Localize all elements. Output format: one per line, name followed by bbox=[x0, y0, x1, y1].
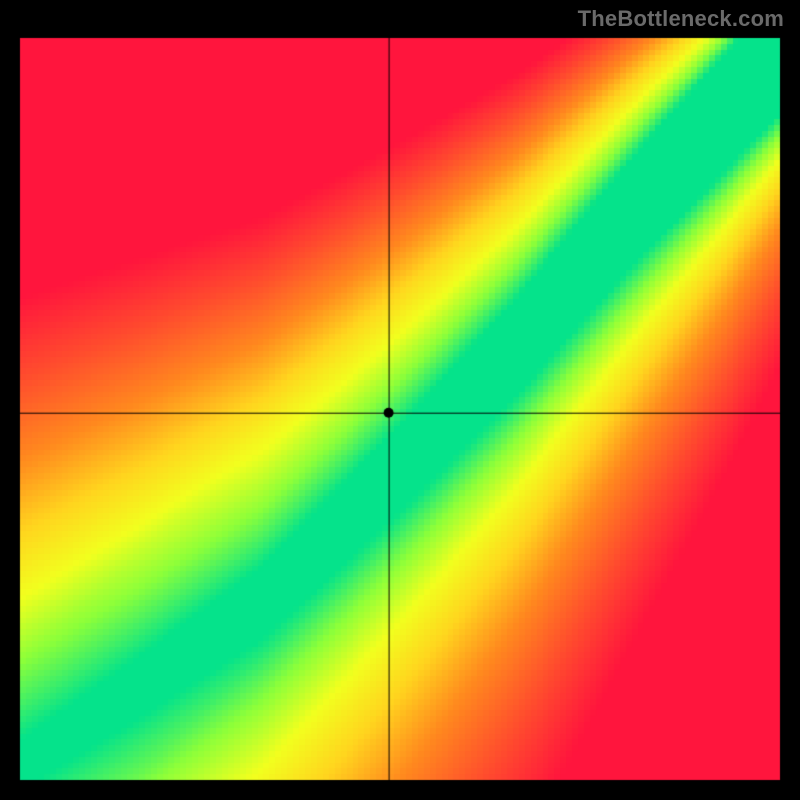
heatmap-canvas bbox=[0, 0, 800, 800]
chart-container: { "meta": { "watermark": "TheBottleneck.… bbox=[0, 0, 800, 800]
watermark-text: TheBottleneck.com bbox=[578, 6, 784, 32]
